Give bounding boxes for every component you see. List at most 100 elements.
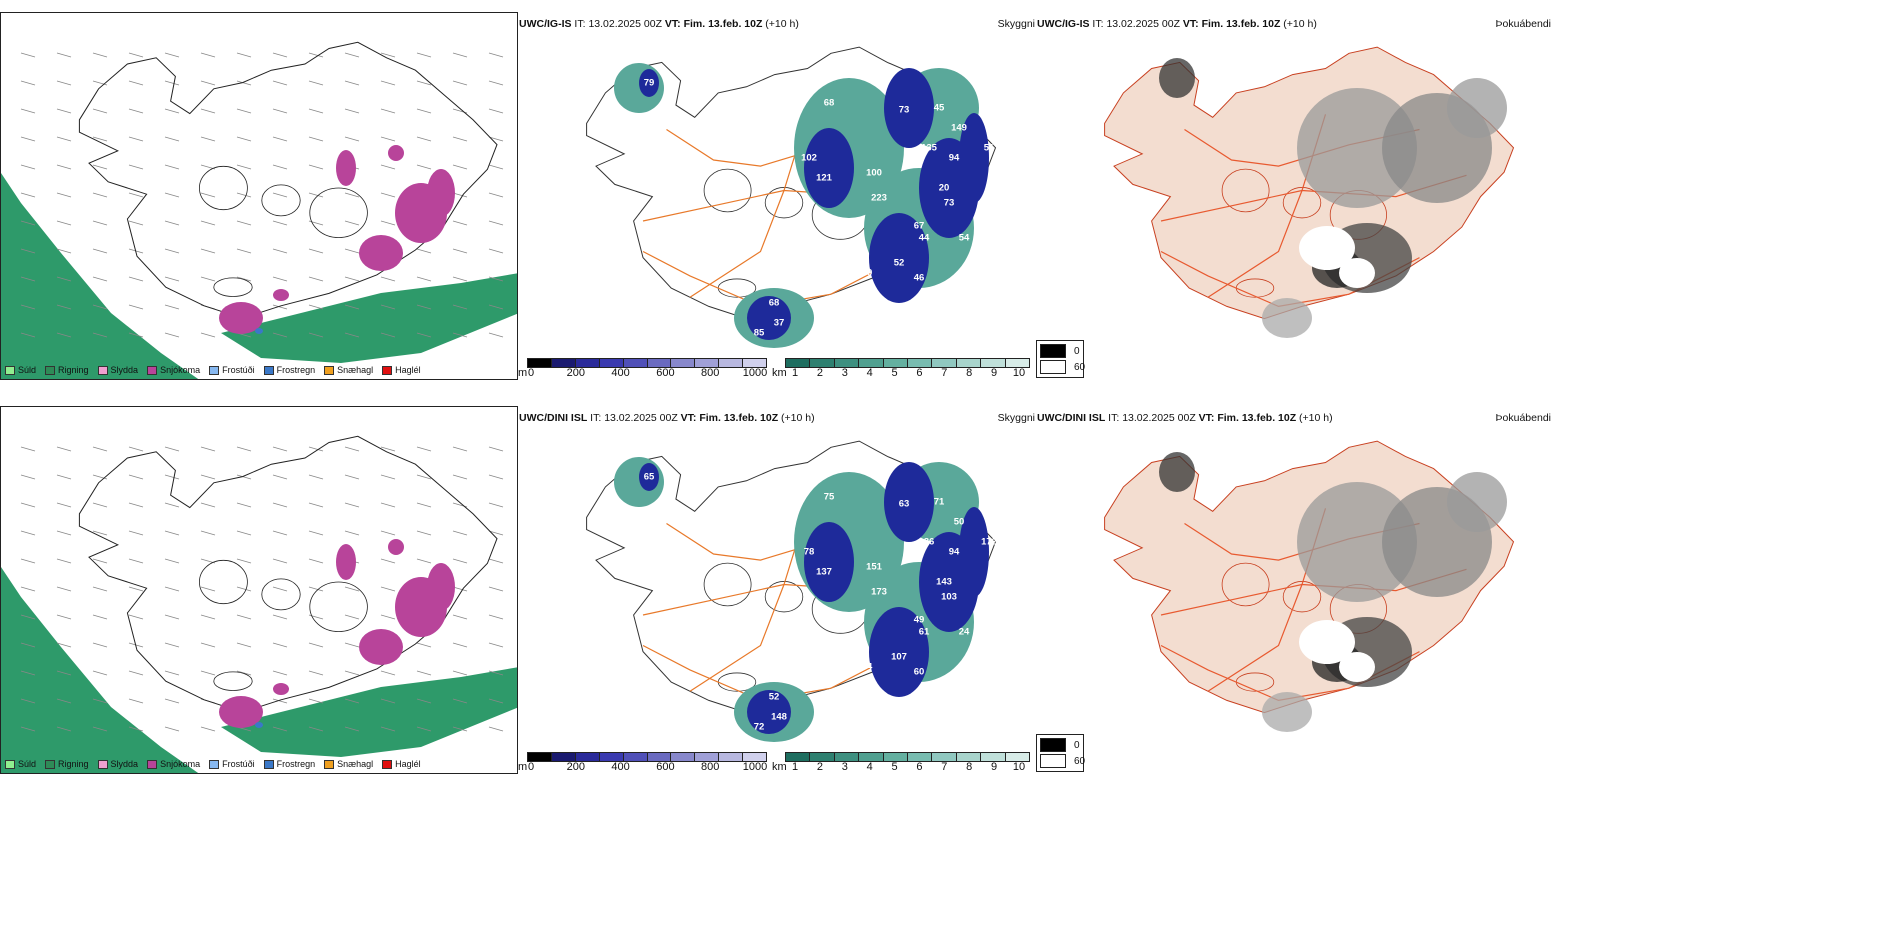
colorbar-segment: [908, 753, 933, 761]
fog-free-area: [1339, 652, 1375, 682]
colorbar-segment: [599, 753, 624, 761]
legend-swatch: [147, 759, 158, 769]
wind-barb: [92, 474, 108, 480]
precip-map-frame: Súld Rigning Slydda Snjókoma Frostúði Frostre…: [0, 406, 518, 774]
wind-barb: [164, 276, 180, 282]
ceiling-value-label: 149: [951, 122, 967, 134]
ceiling-tick: 800: [701, 761, 720, 773]
glacier-outline: [1221, 168, 1270, 213]
wind-barb: [416, 530, 432, 536]
ceiling-value-label: 60: [913, 666, 925, 678]
colorbar-segment: [528, 359, 552, 367]
visibility-tick: 1: [791, 367, 799, 379]
legend-item: Snjókoma: [147, 759, 200, 769]
wind-barb: [236, 614, 252, 620]
legend-label: Frostúði: [222, 759, 255, 769]
wind-barb: [56, 502, 72, 508]
panel-header: UWC/IG-IS IT: 13.02.2025 00Z VT: Fim. 13…: [519, 18, 799, 30]
ceiling-value-label: 61: [918, 626, 930, 638]
wind-barb: [488, 558, 504, 564]
vt-value: Fim. 13.feb. 10Z: [1217, 412, 1297, 424]
ceiling-visibility-map: [519, 422, 1035, 752]
wind-barb: [272, 136, 288, 142]
wind-barb: [128, 192, 144, 198]
wind-barb: [164, 558, 180, 564]
colorbar-segment: [932, 753, 957, 761]
wind-barb: [164, 304, 180, 310]
visibility-tick: 1: [791, 761, 799, 773]
low-ceiling-area: [869, 607, 929, 697]
freezing-rain-area: [255, 722, 263, 728]
wind-barb: [20, 586, 36, 592]
ceiling-value-label: 65: [643, 471, 655, 483]
fog-legend: 0 60: [1036, 340, 1085, 378]
glacier-outline: [1221, 562, 1270, 607]
wind-barb: [164, 614, 180, 620]
wind-barb: [380, 558, 396, 564]
glacier-outline: [1282, 581, 1322, 613]
ceiling-value-label: 73: [943, 197, 955, 209]
wind-barb: [92, 52, 108, 58]
colorbar-segment: [647, 753, 672, 761]
wind-barb: [272, 698, 288, 704]
wind-barb: [488, 80, 504, 86]
it-value: 13.02.2025 00Z: [1122, 412, 1196, 424]
wind-barb: [488, 164, 504, 170]
wind-barb: [452, 474, 468, 480]
legend-item: Rigning: [45, 759, 89, 769]
rain-area: [221, 273, 517, 363]
fog-shade: [1297, 482, 1417, 602]
wind-barb: [308, 192, 324, 198]
colorbar-segment: [1005, 359, 1030, 367]
wind-barb: [344, 502, 360, 508]
fog-shade: [1447, 472, 1507, 532]
wind-barb: [452, 276, 468, 282]
wind-barb: [308, 474, 324, 480]
it-value: 13.02.2025 00Z: [588, 18, 662, 30]
wind-barb: [200, 276, 216, 282]
colorbar-segment: [786, 753, 811, 761]
wind-barb: [452, 614, 468, 620]
wind-barb: [164, 136, 180, 142]
wind-barb: [20, 80, 36, 86]
ceiling-tick: 800: [701, 367, 720, 379]
legend-label: Rigning: [58, 365, 89, 375]
legend-label: Haglél: [395, 365, 421, 375]
vt-label: VT:: [1198, 412, 1215, 424]
wind-barb: [308, 304, 324, 310]
wind-barb: [452, 530, 468, 536]
wind-barb: [416, 108, 432, 114]
wind-barb: [488, 698, 504, 704]
wind-barb: [380, 502, 396, 508]
vt-value: Fim. 13.feb. 10Z: [683, 18, 763, 30]
wind-barb: [56, 558, 72, 564]
wind-barb: [236, 220, 252, 226]
glacier-outline: [1282, 187, 1322, 219]
visibility-tick: 7: [941, 367, 948, 379]
wind-barb: [344, 220, 360, 226]
ceiling-value-label: 20: [938, 182, 950, 194]
colorbar-segment: [810, 753, 835, 761]
ceiling-tick: 200: [566, 367, 585, 379]
fog-legend-label: 0: [1074, 739, 1080, 751]
legend-label: Slydda: [110, 365, 139, 375]
wind-barb: [344, 586, 360, 592]
wind-barb: [164, 80, 180, 86]
ceiling-tick: 1000: [742, 761, 768, 773]
wind-barb: [56, 642, 72, 648]
fog-shade: [1262, 298, 1312, 338]
wind-barb: [92, 80, 108, 86]
ceiling-value-label: 78: [803, 546, 815, 558]
wind-barb: [452, 726, 468, 732]
wind-barb: [164, 192, 180, 198]
ceiling-value-label: 94: [948, 152, 960, 164]
wind-barb: [416, 446, 432, 452]
low-ceiling-area: [959, 507, 989, 597]
wind-barb: [452, 248, 468, 254]
colorbar-segment: [810, 359, 835, 367]
wind-barb: [416, 642, 432, 648]
wind-barb: [56, 192, 72, 198]
wind-barb: [128, 726, 144, 732]
wind-barb: [488, 248, 504, 254]
wind-barb: [20, 502, 36, 508]
